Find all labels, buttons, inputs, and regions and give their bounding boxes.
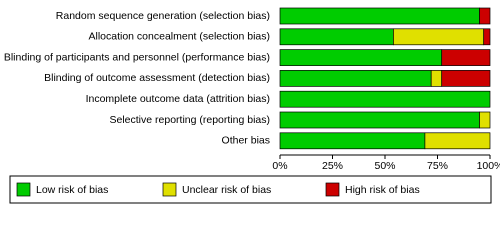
bar-segment	[279, 111, 480, 129]
legend-label: Low risk of bias	[36, 184, 108, 196]
legend-box	[9, 175, 492, 204]
bar-segment	[479, 111, 491, 129]
bar-segment	[393, 28, 485, 46]
bar-segment	[279, 132, 426, 150]
legend-label: Unclear risk of bias	[182, 184, 271, 196]
chart: Random sequence generation (selection bi…	[4, 7, 500, 204]
bar-segment	[424, 132, 491, 150]
category-label: Blinding of participants and personnel (…	[4, 51, 270, 63]
bar-segment	[279, 28, 394, 46]
legend-swatch	[325, 182, 340, 197]
bar-segment	[279, 7, 480, 25]
bar-segment	[441, 49, 491, 66]
category-label: Incomplete outcome data (attrition bias)	[86, 93, 270, 105]
legend-swatch	[16, 182, 31, 197]
x-tick-label: 50%	[374, 160, 395, 172]
bar-segment	[279, 70, 432, 87]
x-tick-label: 100%	[477, 160, 500, 172]
x-tick-label: 75%	[427, 160, 448, 172]
bar-segment	[430, 70, 443, 87]
bar-segment	[479, 7, 491, 25]
category-label: Random sequence generation (selection bi…	[56, 10, 270, 22]
category-label: Blinding of outcome assessment (detectio…	[44, 72, 270, 84]
category-label: Allocation concealment (selection bias)	[88, 31, 270, 43]
legend-swatch	[162, 182, 177, 197]
bar-segment	[279, 90, 491, 108]
x-tick-label: 0%	[272, 160, 287, 172]
category-label: Selective reporting (reporting bias)	[110, 114, 271, 126]
x-tick-label: 25%	[322, 160, 343, 172]
legend-label: High risk of bias	[345, 184, 420, 196]
category-label: Other bias	[222, 135, 270, 147]
bar-segment	[483, 28, 491, 46]
bar-segment	[279, 49, 443, 66]
bar-segment	[441, 70, 491, 87]
